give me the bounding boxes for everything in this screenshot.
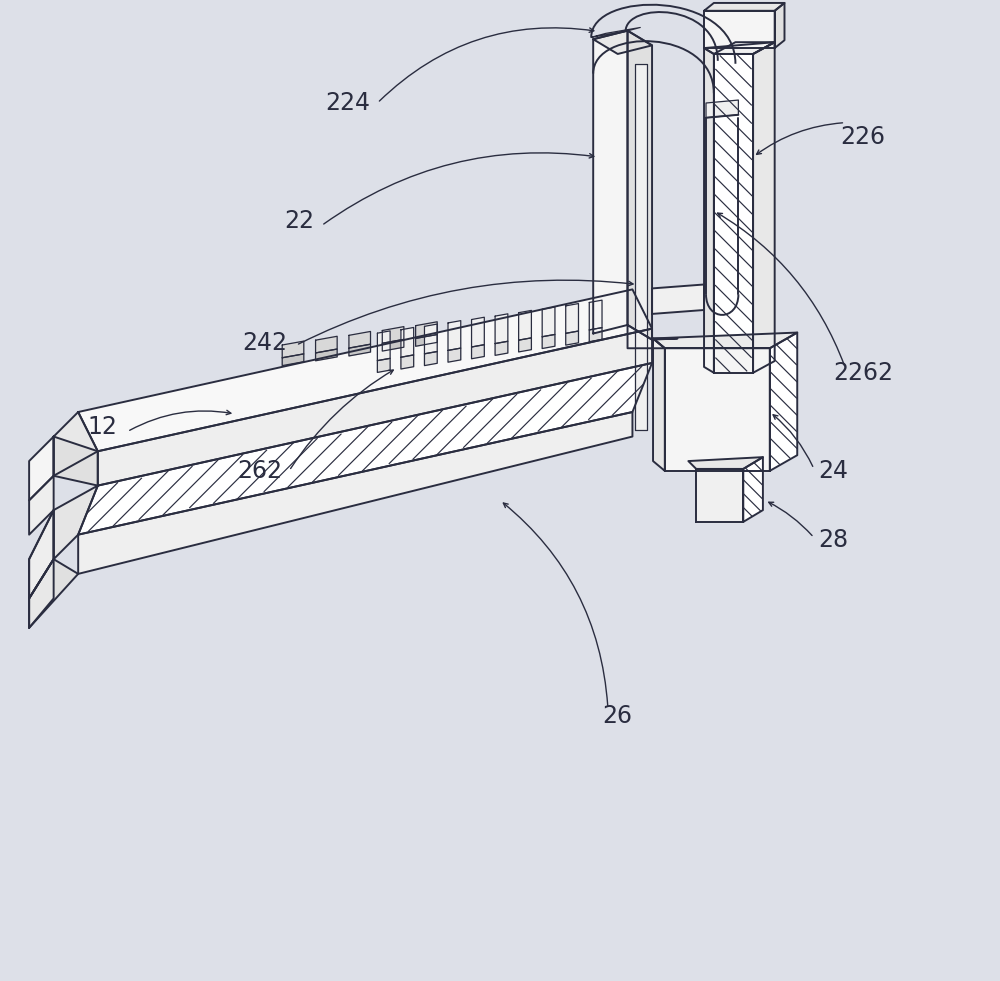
Polygon shape	[349, 344, 371, 356]
Text: 262: 262	[237, 459, 282, 483]
Polygon shape	[29, 510, 54, 598]
Polygon shape	[472, 344, 484, 359]
Polygon shape	[704, 3, 784, 11]
Polygon shape	[78, 289, 652, 451]
Polygon shape	[448, 348, 461, 362]
Polygon shape	[688, 457, 763, 469]
Polygon shape	[401, 355, 414, 369]
Polygon shape	[566, 303, 578, 334]
Polygon shape	[653, 338, 665, 471]
Polygon shape	[743, 457, 763, 522]
Text: 242: 242	[242, 332, 287, 355]
Polygon shape	[401, 328, 414, 357]
Polygon shape	[29, 437, 54, 500]
Polygon shape	[589, 300, 602, 330]
Polygon shape	[628, 30, 652, 339]
Polygon shape	[98, 329, 652, 486]
Polygon shape	[472, 317, 484, 347]
Polygon shape	[593, 30, 628, 334]
Polygon shape	[653, 333, 797, 348]
Polygon shape	[495, 341, 508, 355]
Polygon shape	[29, 559, 54, 628]
Text: 28: 28	[818, 528, 849, 551]
Polygon shape	[282, 354, 304, 366]
FancyArrowPatch shape	[379, 27, 594, 101]
Polygon shape	[416, 322, 437, 338]
Text: 2262: 2262	[833, 361, 893, 385]
Text: 24: 24	[819, 459, 849, 483]
Polygon shape	[628, 325, 678, 348]
Polygon shape	[424, 351, 437, 366]
Polygon shape	[652, 284, 704, 314]
Polygon shape	[448, 321, 461, 350]
Polygon shape	[542, 335, 555, 348]
Text: 12: 12	[88, 415, 118, 439]
Polygon shape	[382, 327, 404, 343]
Text: 224: 224	[325, 91, 370, 115]
Polygon shape	[704, 42, 775, 54]
Polygon shape	[29, 476, 54, 535]
Polygon shape	[382, 339, 404, 351]
Polygon shape	[593, 30, 652, 54]
Polygon shape	[519, 310, 531, 340]
Polygon shape	[770, 333, 797, 471]
Polygon shape	[54, 437, 98, 486]
Polygon shape	[78, 363, 652, 535]
Polygon shape	[377, 358, 390, 373]
Polygon shape	[29, 510, 54, 598]
FancyArrowPatch shape	[130, 410, 231, 431]
FancyArrowPatch shape	[769, 502, 812, 536]
FancyArrowPatch shape	[718, 213, 844, 365]
Polygon shape	[704, 48, 714, 373]
Polygon shape	[696, 469, 743, 522]
Polygon shape	[282, 341, 304, 358]
FancyArrowPatch shape	[298, 281, 633, 344]
Polygon shape	[706, 100, 738, 118]
Polygon shape	[589, 328, 602, 341]
Polygon shape	[416, 335, 437, 346]
FancyArrowPatch shape	[773, 415, 813, 466]
Polygon shape	[542, 307, 555, 336]
Text: 26: 26	[603, 704, 633, 728]
Polygon shape	[519, 337, 531, 352]
Polygon shape	[29, 559, 78, 628]
Polygon shape	[316, 336, 337, 353]
FancyArrowPatch shape	[757, 123, 843, 154]
Polygon shape	[54, 486, 98, 559]
FancyArrowPatch shape	[503, 503, 608, 705]
Polygon shape	[635, 64, 647, 430]
Polygon shape	[566, 331, 578, 345]
Polygon shape	[349, 332, 371, 348]
Polygon shape	[714, 54, 753, 373]
Polygon shape	[775, 3, 784, 48]
Polygon shape	[495, 314, 508, 343]
Polygon shape	[665, 348, 770, 471]
FancyArrowPatch shape	[324, 153, 594, 224]
Text: 22: 22	[284, 209, 314, 232]
Polygon shape	[704, 11, 775, 48]
Polygon shape	[78, 412, 632, 574]
Text: 226: 226	[840, 126, 885, 149]
Polygon shape	[316, 349, 337, 361]
Polygon shape	[54, 412, 98, 476]
Polygon shape	[753, 42, 775, 373]
Polygon shape	[377, 331, 390, 361]
Polygon shape	[591, 27, 640, 37]
Polygon shape	[424, 324, 437, 354]
Polygon shape	[714, 42, 775, 54]
FancyArrowPatch shape	[291, 370, 393, 469]
